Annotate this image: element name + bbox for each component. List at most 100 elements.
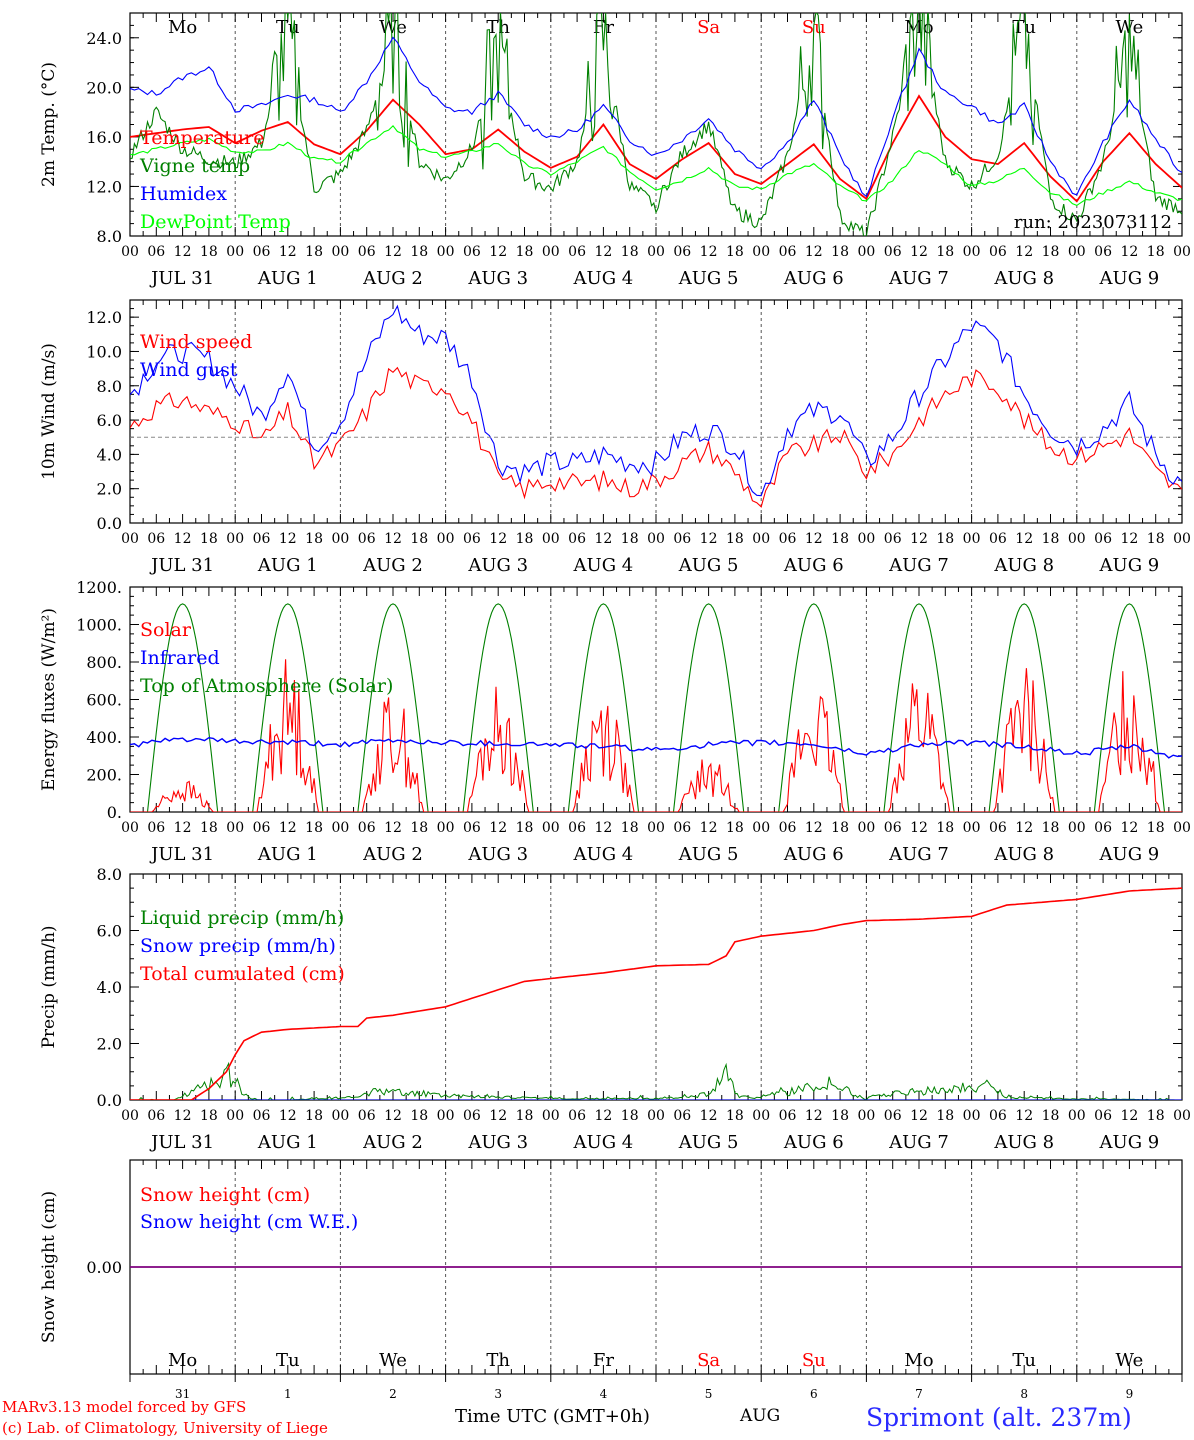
panel-plot-area bbox=[130, 304, 1182, 508]
day-number-label: 5 bbox=[705, 1387, 713, 1401]
hour-tick-label: 00 bbox=[331, 244, 349, 260]
hour-tick-label: 00 bbox=[752, 820, 770, 836]
hour-tick-label: 18 bbox=[1042, 1108, 1060, 1124]
hour-tick-label: 06 bbox=[568, 244, 586, 260]
hour-tick-label: 00 bbox=[1068, 531, 1086, 547]
hour-tick-label: 00 bbox=[331, 1108, 349, 1124]
day-number-label: 8 bbox=[1020, 1387, 1028, 1401]
date-label: AUG 1 bbox=[257, 1132, 318, 1153]
hour-tick-label: 06 bbox=[568, 531, 586, 547]
hour-tick-label: 00 bbox=[752, 244, 770, 260]
legend-dewpoint-temp: DewPoint Temp bbox=[140, 211, 291, 233]
weekday-label: Th bbox=[486, 1350, 510, 1371]
hour-tick-label: 12 bbox=[910, 244, 928, 260]
hour-tick-label: 18 bbox=[621, 531, 639, 547]
hour-tick-label: 00 bbox=[121, 531, 139, 547]
hour-tick-label: 12 bbox=[805, 1108, 823, 1124]
hour-tick-label: 00 bbox=[542, 820, 560, 836]
date-label: AUG 2 bbox=[362, 1132, 423, 1153]
y-axis-label: 2m Temp. (°C) bbox=[39, 62, 59, 187]
y-tick-label: 200. bbox=[86, 766, 122, 785]
series-infrared bbox=[130, 736, 1182, 759]
y-tick-label: 10.0 bbox=[86, 342, 122, 361]
hour-tick-label: 18 bbox=[1147, 1108, 1165, 1124]
hour-tick-label: 00 bbox=[226, 820, 244, 836]
hour-tick-label: 12 bbox=[1015, 244, 1033, 260]
date-label: AUG 9 bbox=[1099, 844, 1160, 865]
hour-tick-label: 06 bbox=[779, 531, 797, 547]
hour-tick-label: 18 bbox=[410, 531, 428, 547]
hour-tick-label: 18 bbox=[831, 1108, 849, 1124]
hour-tick-label: 18 bbox=[516, 1108, 534, 1124]
date-label: AUG 8 bbox=[993, 1132, 1054, 1153]
date-label: AUG 1 bbox=[257, 844, 318, 865]
hour-tick-label: 18 bbox=[305, 531, 323, 547]
hour-tick-label: 18 bbox=[621, 244, 639, 260]
hour-tick-label: 00 bbox=[437, 531, 455, 547]
weekday-label: Mo bbox=[168, 17, 197, 38]
y-tick-label: 2.0 bbox=[97, 480, 122, 499]
y-axis-label: 10m Wind (m/s) bbox=[39, 343, 59, 480]
date-label: AUG 2 bbox=[362, 844, 423, 865]
hour-tick-label: 00 bbox=[437, 820, 455, 836]
date-label: AUG 3 bbox=[467, 268, 528, 289]
weekday-label: We bbox=[379, 17, 407, 38]
hour-tick-label: 06 bbox=[463, 1108, 481, 1124]
hour-tick-label: 06 bbox=[989, 531, 1007, 547]
hour-tick-label: 06 bbox=[989, 820, 1007, 836]
hour-tick-label: 18 bbox=[1042, 531, 1060, 547]
date-label: AUG 6 bbox=[783, 268, 844, 289]
hour-tick-label: 00 bbox=[752, 531, 770, 547]
hour-tick-label: 00 bbox=[1173, 244, 1191, 260]
hour-tick-label: 18 bbox=[516, 820, 534, 836]
hour-tick-label: 12 bbox=[279, 244, 297, 260]
hour-tick-label: 00 bbox=[437, 244, 455, 260]
date-label: AUG 7 bbox=[888, 555, 949, 576]
hour-tick-label: 12 bbox=[910, 820, 928, 836]
date-label: JUL 31 bbox=[149, 844, 214, 865]
hour-tick-label: 06 bbox=[884, 820, 902, 836]
y-tick-label: 600. bbox=[86, 691, 122, 710]
hour-tick-label: 06 bbox=[989, 1108, 1007, 1124]
weekday-label: Th bbox=[486, 17, 510, 38]
series-dewpoint-temp bbox=[130, 124, 1182, 207]
hour-tick-label: 06 bbox=[1094, 531, 1112, 547]
hour-tick-label: 12 bbox=[384, 1108, 402, 1124]
weekday-label: Mo bbox=[904, 1350, 933, 1371]
hour-tick-label: 06 bbox=[147, 1108, 165, 1124]
hour-tick-label: 06 bbox=[779, 244, 797, 260]
y-tick-label: 800. bbox=[86, 653, 122, 672]
y-tick-label: 0.0 bbox=[97, 1091, 122, 1110]
date-label: AUG 5 bbox=[678, 268, 739, 289]
date-label: AUG 5 bbox=[678, 844, 739, 865]
hour-tick-label: 12 bbox=[384, 531, 402, 547]
legend-temperature: Temperature bbox=[140, 127, 264, 149]
hour-tick-label: 12 bbox=[384, 244, 402, 260]
hour-tick-label: 18 bbox=[1147, 244, 1165, 260]
legend-snow-height-cm-w-e-: Snow height (cm W.E.) bbox=[140, 1211, 358, 1233]
hour-tick-label: 06 bbox=[358, 1108, 376, 1124]
hour-tick-label: 00 bbox=[542, 531, 560, 547]
hour-tick-label: 12 bbox=[700, 820, 718, 836]
date-label: AUG 5 bbox=[678, 1132, 739, 1153]
hour-tick-label: 00 bbox=[647, 820, 665, 836]
legend-wind-gust: Wind gust bbox=[140, 359, 238, 381]
hour-tick-label: 12 bbox=[489, 820, 507, 836]
hour-tick-label: 00 bbox=[963, 1108, 981, 1124]
date-label: AUG 8 bbox=[993, 844, 1054, 865]
hour-tick-label: 18 bbox=[200, 531, 218, 547]
hour-tick-label: 00 bbox=[1173, 531, 1191, 547]
hour-tick-label: 00 bbox=[226, 244, 244, 260]
y-axis-label: Energy fluxes (W/m²) bbox=[39, 608, 59, 791]
hour-tick-label: 12 bbox=[279, 820, 297, 836]
hour-tick-label: 12 bbox=[805, 531, 823, 547]
hour-tick-label: 18 bbox=[936, 820, 954, 836]
weekday-label: Fr bbox=[593, 1350, 614, 1371]
day-number-label: 31 bbox=[175, 1387, 190, 1401]
panel-plot-area bbox=[130, 603, 1182, 812]
series-solar bbox=[130, 659, 1182, 812]
hour-tick-label: 18 bbox=[726, 531, 744, 547]
hour-tick-label: 00 bbox=[437, 1108, 455, 1124]
hour-tick-label: 00 bbox=[963, 244, 981, 260]
